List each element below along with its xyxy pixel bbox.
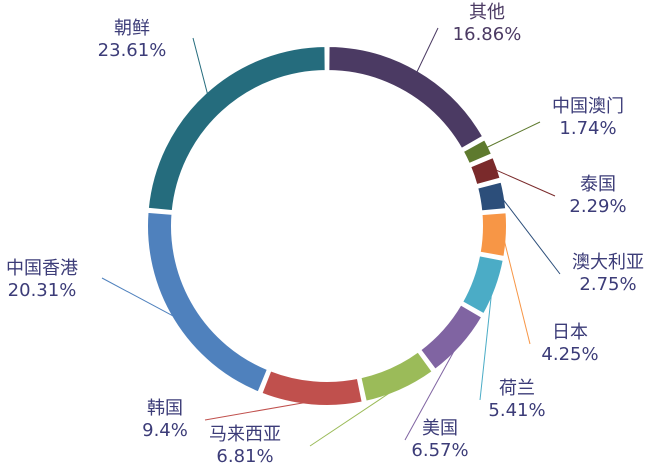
slice-label-value-8: 6.81% — [216, 446, 273, 467]
slice-8 — [359, 350, 435, 403]
slice-3 — [468, 155, 502, 187]
leader-line-1 — [415, 27, 439, 75]
leader-line-5 — [502, 234, 531, 345]
leader-line-2 — [484, 121, 541, 149]
slice-label-value-3: 2.29% — [569, 196, 626, 217]
slice-label-name-9: 韩国 — [147, 398, 183, 419]
slice-7 — [418, 303, 484, 372]
slice-label-name-1: 其他 — [469, 2, 505, 23]
slice-6 — [460, 254, 505, 316]
slice-1 — [327, 44, 485, 151]
slice-label-value-4: 2.75% — [579, 274, 636, 295]
leader-line-7 — [404, 342, 459, 441]
donut-slices — [146, 44, 508, 407]
slice-label-name-8: 马来西亚 — [209, 424, 281, 445]
leader-line-9 — [204, 400, 312, 421]
slice-label-name-4: 澳大利亚 — [572, 252, 644, 273]
slice-label-name-11: 朝鲜 — [114, 18, 150, 39]
slice-label-value-5: 4.25% — [541, 344, 598, 365]
slice-9 — [260, 369, 364, 407]
leader-line-8 — [309, 386, 400, 447]
slice-label-name-6: 荷兰 — [499, 378, 535, 399]
slice-label-value-6: 5.41% — [488, 400, 545, 421]
slice-label-value-11: 23.61% — [98, 40, 167, 61]
slice-label-name-10: 中国香港 — [6, 258, 78, 279]
slice-label-name-2: 中国澳门 — [552, 96, 624, 117]
slice-label-name-5: 日本 — [552, 322, 588, 343]
slice-2 — [461, 137, 494, 166]
slice-label-value-7: 6.57% — [411, 440, 468, 461]
slice-label-value-2: 1.74% — [559, 118, 616, 139]
slice-4 — [475, 180, 508, 213]
slice-label-value-1: 16.86% — [453, 24, 522, 45]
slice-label-value-10: 20.31% — [8, 280, 77, 301]
slice-label-value-9: 9.4% — [142, 420, 188, 441]
slice-label-name-7: 美国 — [422, 418, 458, 439]
slice-11 — [146, 44, 327, 213]
leader-line-11 — [192, 37, 209, 97]
slice-5 — [478, 211, 508, 259]
leader-lines — [101, 27, 561, 447]
leader-line-4 — [500, 195, 561, 275]
slice-label-name-3: 泰国 — [580, 174, 616, 195]
slice-10 — [146, 210, 270, 394]
leader-line-10 — [101, 277, 178, 319]
leader-line-3 — [493, 168, 556, 197]
leader-line-6 — [479, 286, 493, 401]
